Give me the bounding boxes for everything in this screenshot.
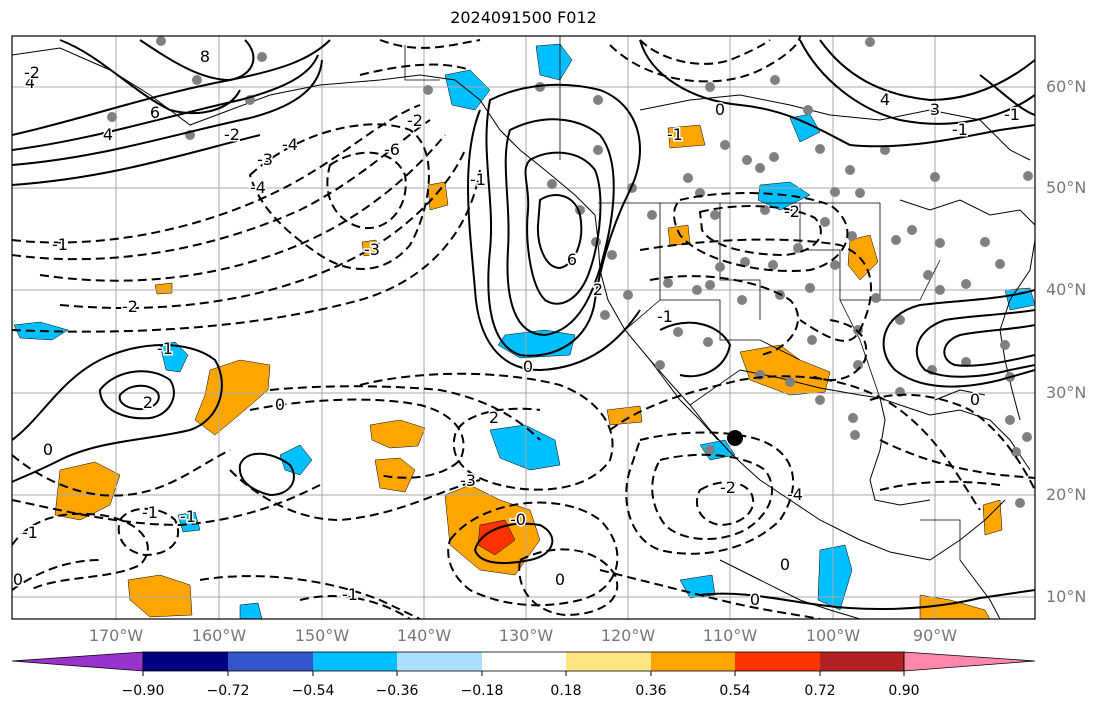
contour-label: -1 (180, 507, 196, 526)
contour-label: 0 (970, 390, 980, 409)
borders (404, 36, 961, 560)
colorbar-bin (228, 652, 313, 671)
colorbar-bin (482, 652, 566, 671)
dashed-contours (12, 36, 1035, 619)
storm-marker-icon (727, 430, 743, 446)
contour-label: -1 (342, 585, 358, 604)
contour-label: 0 (275, 395, 285, 414)
contour-label: -2 (407, 111, 423, 130)
contour-label: -1 (22, 523, 38, 542)
lat-label-20n: 20°N (1046, 485, 1087, 504)
contour-label: -2 (24, 63, 40, 82)
contour-label: 0 (523, 357, 533, 376)
colorbar-under-arrow (11, 651, 144, 672)
contour-label: -1 (952, 120, 968, 139)
contour-label: -2 (122, 297, 138, 316)
contour-label: 6 (567, 250, 577, 269)
contour-label: -1 (157, 339, 173, 358)
lon-label-170w: 170°W (88, 626, 144, 645)
colorbar-bin (735, 652, 820, 671)
lat-label-30n: 30°N (1046, 383, 1087, 402)
colorbar-bin (143, 652, 228, 671)
coastlines (12, 47, 1035, 619)
colorbar-tick-label: −0.72 (206, 683, 250, 699)
contour-label: 4 (25, 73, 35, 92)
colorbar-tick-label: −0.18 (460, 683, 504, 699)
lon-label-150w: 150°W (294, 626, 350, 645)
colorbar-bin (313, 652, 397, 671)
contour-label: -1 (142, 503, 158, 522)
lon-label-90w: 90°W (912, 626, 958, 645)
contour-label: -1 (1004, 105, 1020, 124)
contour-label: 0 (715, 100, 725, 119)
contour-label: -3 (460, 471, 476, 490)
colorbar-over-arrow (903, 651, 1036, 672)
contour-label: -0 (510, 510, 526, 529)
contour-label: -3 (257, 150, 273, 169)
map-frame (11, 35, 1036, 620)
solid-contours (12, 39, 1035, 611)
contour-label: 0 (780, 555, 790, 574)
contour-label: -2 (720, 478, 736, 497)
contour-label: -6 (384, 140, 400, 159)
colorbar-tick-label: 0.54 (719, 683, 751, 699)
colorbar-bin (820, 652, 904, 671)
contour-label: 2 (489, 408, 499, 427)
colorbar-tick-label: −0.54 (291, 683, 335, 699)
colorbar-tick-label: 0.36 (635, 683, 667, 699)
map-title: 2024091500 F012 (450, 8, 597, 27)
colorbar-tick-label: 0.72 (804, 683, 836, 699)
colorbar-bin (566, 652, 651, 671)
contour-label: 8 (200, 47, 210, 66)
lat-label-60n: 60°N (1046, 77, 1087, 96)
contour-label: 4 (930, 100, 940, 119)
contour-label: 0 (750, 590, 760, 609)
contour-label: -1 (470, 170, 486, 189)
lon-label-100w: 100°W (805, 626, 861, 645)
contour-label: 2 (593, 280, 603, 299)
contour-label: -2 (784, 202, 800, 221)
contour-label: 0 (555, 570, 565, 589)
contour-label: 6 (150, 103, 160, 122)
colorbar-frame (142, 651, 905, 672)
contour-label: 3 (930, 100, 940, 119)
colorbar-tick-label: 0.18 (550, 683, 582, 699)
contour-label: -1 (52, 235, 68, 254)
lon-label-160w: 160°W (191, 626, 247, 645)
lon-label-140w: 140°W (396, 626, 452, 645)
contour-label: 4 (103, 125, 113, 144)
lon-label-130w: 130°W (498, 626, 554, 645)
contour-label: -6 (384, 140, 400, 159)
lon-label-120w: 120°W (600, 626, 656, 645)
colorbar (11, 651, 1036, 676)
lat-label-10n: 10°N (1046, 587, 1087, 606)
colorbar-tick-label: −0.36 (375, 683, 419, 699)
contour-label: 0 (13, 570, 23, 589)
lat-label-50n: 50°N (1046, 178, 1087, 197)
colorbar-bin (651, 652, 735, 671)
map-plot-area (12, 36, 1035, 619)
colorbar-tick-label: 0.90 (888, 683, 920, 699)
contour-label: -4 (250, 178, 266, 197)
contour-label: 4 (880, 90, 890, 109)
contour-label: -4 (787, 485, 803, 504)
contour-label: -1 (667, 125, 683, 144)
colorbar-bin (397, 652, 482, 671)
contour-label: -2 (224, 125, 240, 144)
contour-label: -4 (282, 135, 298, 154)
graticule (12, 36, 1035, 619)
contour-label: 2 (143, 393, 153, 412)
contour-label: 0 (43, 440, 53, 459)
lat-label-40n: 40°N (1046, 280, 1087, 299)
contour-label: -1 (657, 307, 673, 326)
station-dots (107, 36, 1033, 508)
lon-label-110w: 110°W (702, 626, 758, 645)
colorbar-tick-label: −0.90 (121, 683, 165, 699)
contour-label: -3 (364, 240, 380, 259)
